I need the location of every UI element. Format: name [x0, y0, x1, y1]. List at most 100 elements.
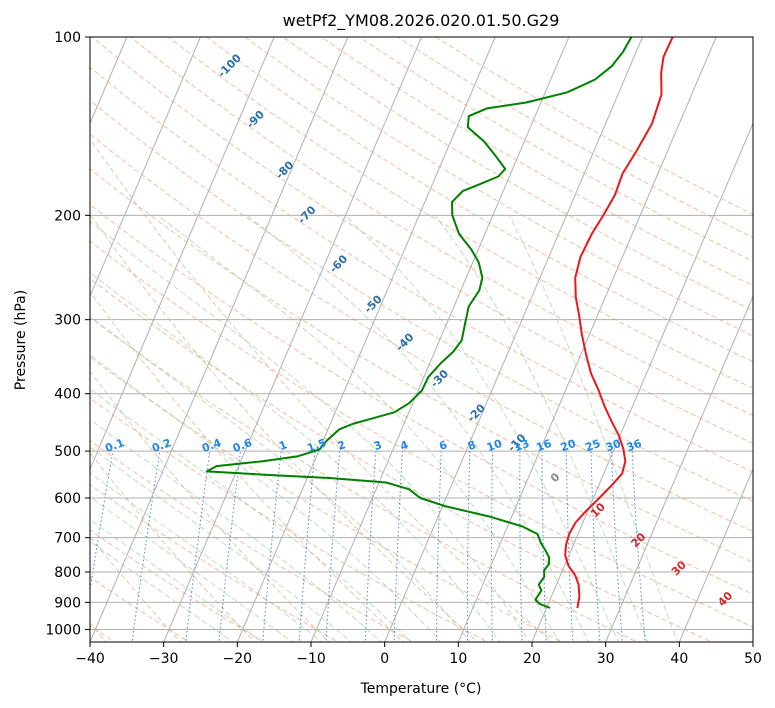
mixing-ratio-label: 2: [336, 438, 348, 453]
isotherm-gridline: [457, 37, 717, 642]
isotherm-gridline: [384, 37, 643, 642]
mixing-ratio-label: 6: [437, 438, 449, 453]
dry-adiabat: [244, 37, 753, 337]
mixing-ratio-label: 0.4: [200, 436, 223, 455]
dry-adiabat: [129, 37, 753, 417]
temperature-profile-line: [564, 37, 674, 609]
x-axis-label: Temperature (°C): [360, 681, 482, 697]
moist-adiabat: [90, 472, 323, 642]
stability-curve: [90, 535, 182, 642]
dry-adiabat: [91, 37, 753, 445]
dry-adiabat: [282, 37, 753, 312]
y-tick-label: 900: [54, 595, 81, 611]
mixing-ratio-label: 4: [399, 438, 411, 453]
mixing-ratio-line: [590, 451, 601, 642]
plot-area: -100-90-80-70-60-50-40-30-20-10010203040…: [90, 37, 753, 642]
isotherm-gridline: [531, 122, 753, 642]
y-tick-label: 200: [54, 208, 81, 224]
mixing-ratio-line: [435, 451, 442, 642]
moist-adiabat: [90, 540, 234, 642]
x-tick-label: 20: [523, 651, 541, 667]
y-tick-label: 400: [54, 387, 81, 403]
mixing-ratio-label: 8: [466, 438, 478, 453]
mixing-ratio-label: 25: [583, 437, 602, 454]
mixing-ratio-label: 3: [372, 438, 384, 453]
x-tick-label: 40: [670, 651, 688, 667]
mixing-ratio-label-layer: 0.1 0.2 0.4 0.6 1 1.5 2 3 4 6 8 10 13 16 20 25 30 36: [103, 436, 643, 455]
x-tick-label: 10: [449, 651, 467, 667]
moist-adiabat: [90, 418, 382, 642]
moist-adiabat: [90, 271, 501, 642]
x-tick-label: −40: [75, 651, 105, 667]
mixing-ratio-line: [491, 451, 494, 642]
isotherm-gridline: [163, 37, 422, 642]
dry-adiabat: [90, 356, 564, 642]
y-tick-label: 600: [54, 491, 81, 507]
mixing-ratio-line: [364, 451, 377, 642]
chart-title: wetPf2_YM08.2026.020.01.50.G29: [283, 11, 560, 31]
stability-curve: [90, 291, 405, 642]
axis-ticks: −40 −30 −20 −10 0 10 20 30 40 5010020030040050060…: [45, 30, 762, 667]
y-tick-label: 100: [54, 30, 81, 46]
dry-adiabat: [205, 37, 753, 363]
moist-adiabat: [90, 446, 353, 642]
y-axis-label: Pressure (hPa): [13, 290, 29, 390]
dewpoint-profile-line: [205, 37, 633, 609]
mixing-ratio-label: 30: [604, 437, 623, 455]
moist-adiabat: [90, 519, 264, 642]
isotherm-gridline: [90, 37, 201, 298]
mixing-ratio-line: [565, 451, 574, 642]
dry-adiabat: [90, 99, 753, 502]
stability-curve: [90, 452, 256, 642]
isotherm-gridline: [90, 37, 349, 642]
y-tick-label: 800: [54, 565, 81, 581]
x-tick-label: 0: [380, 651, 389, 667]
y-tick-label: 500: [54, 444, 81, 460]
mixing-ratio-line: [466, 451, 471, 642]
isotherm-gridline: [236, 37, 496, 642]
plot-frame: [89, 36, 754, 643]
isotherm-gridline: [678, 467, 753, 642]
isotherm-gridline: [90, 37, 275, 471]
x-tick-label: 30: [597, 651, 615, 667]
moist-adiabat: [343, 214, 619, 642]
x-tick-label: −20: [223, 651, 253, 667]
mixing-ratio-line: [541, 451, 547, 642]
dry-adiabat: [90, 168, 753, 564]
moist-adiabat-layer: [90, 214, 678, 642]
mixing-ratio-label: 0.1: [103, 436, 126, 455]
dry-adiabat: [396, 37, 753, 239]
mixing-ratio-label: 0.2: [150, 436, 173, 455]
x-tick-label: −10: [296, 651, 326, 667]
isotherm-gridline: [310, 37, 570, 642]
y-tick-label: 300: [54, 313, 81, 329]
mixing-ratio-label: 16: [534, 437, 553, 455]
grid-layer: [90, 37, 753, 642]
moist-adiabat: [90, 220, 531, 642]
moist-adiabat: [157, 214, 560, 642]
mixing-ratio-label: 1.5: [305, 436, 328, 455]
mixing-ratio-label: 20: [559, 437, 578, 455]
dry-adiabat: [90, 66, 753, 473]
mixing-ratio-line: [519, 451, 523, 642]
dry-adiabat: [90, 316, 639, 642]
mixing-ratio-label: 13: [512, 437, 531, 454]
dry-adiabat: [167, 37, 753, 389]
mixing-ratio-line: [393, 451, 403, 642]
series-layer: [205, 37, 674, 609]
mixing-ratio-label: 0.6: [231, 436, 254, 455]
moist-adiabat: [508, 215, 678, 642]
mixing-ratio-label: 10: [485, 437, 504, 455]
moist-adiabat: [90, 496, 293, 642]
dry-adiabat: [90, 240, 753, 628]
y-tick-label: 1000: [45, 622, 81, 638]
dry-adiabat: [90, 397, 489, 642]
mixing-ratio-label: 1: [277, 438, 289, 453]
isotherm-gridline: [605, 295, 753, 642]
moist-adiabat: [434, 215, 649, 642]
dry-adiabat: [90, 278, 713, 642]
mixing-ratio-layer: [90, 451, 646, 642]
y-tick-label: 700: [54, 531, 81, 547]
